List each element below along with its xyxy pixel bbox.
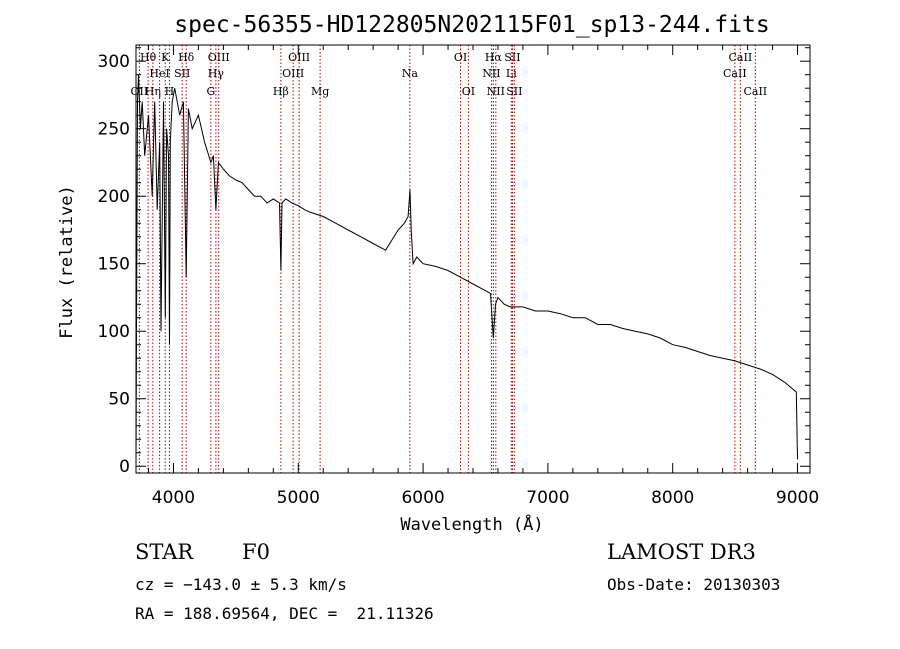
line-label: G <box>206 85 215 98</box>
line-label: SII <box>506 85 522 98</box>
spectrum-series-line <box>135 74 798 467</box>
x-tick-label: 7000 <box>526 488 569 508</box>
line-label: NII <box>487 85 505 98</box>
x-tick-label: 4000 <box>152 488 195 508</box>
line-label: H <box>165 85 175 98</box>
observation-date: Obs-Date: 20130303 <box>607 575 781 594</box>
y-tick-label: 100 <box>98 322 130 342</box>
line-label: OIII <box>288 51 310 64</box>
x-axis-label: Wavelength (Å) <box>400 513 543 535</box>
line-label: OIII <box>208 51 230 64</box>
object-subclass: F0 <box>242 540 270 564</box>
y-tick-label: 250 <box>98 120 130 140</box>
line-label: Li <box>506 67 517 80</box>
x-tick-label: 9000 <box>776 488 819 508</box>
chart-title: spec-56355-HD122805N202115F01_sp13-244.f… <box>174 12 769 38</box>
y-tick-label: 200 <box>98 187 130 207</box>
line-label: OI <box>462 85 475 98</box>
line-label: K <box>161 51 170 64</box>
redshift-velocity: cz = −143.0 ± 5.3 km/s <box>135 575 347 594</box>
line-label: NII <box>482 67 500 80</box>
line-label: Na <box>402 67 419 80</box>
x-tick-label: 6000 <box>401 488 444 508</box>
line-label: HeI <box>149 67 169 80</box>
spectrum-chart: spec-56355-HD122805N202115F01_sp13-244.f… <box>57 12 819 535</box>
line-label: OIII <box>282 67 304 80</box>
line-label: Hδ <box>178 51 195 64</box>
x-tick-label: 8000 <box>651 488 694 508</box>
y-axis-label: Flux (relative) <box>57 185 77 339</box>
line-label: Hα <box>485 51 503 64</box>
line-label: OI <box>454 51 467 64</box>
object-class: STAR <box>135 540 194 564</box>
line-label: Hγ <box>208 67 225 80</box>
line-label: Hη <box>145 85 161 98</box>
line-label: CaII <box>729 51 753 64</box>
survey-name: LAMOST DR3 <box>607 540 756 564</box>
y-tick-label: 300 <box>98 52 130 72</box>
line-label: CaII <box>723 67 747 80</box>
y-tick-label: 50 <box>108 390 130 410</box>
line-label: Hβ <box>273 85 289 98</box>
line-label: Mg <box>311 85 329 98</box>
line-label: SII <box>174 67 190 80</box>
line-label: CaII <box>743 85 767 98</box>
y-tick-label: 150 <box>98 255 130 275</box>
plot-frame <box>135 44 811 474</box>
coordinates: RA = 188.69564, DEC = 21.11326 <box>135 604 434 623</box>
line-label: SII <box>504 51 520 64</box>
y-tick-label: 0 <box>119 457 130 477</box>
line-label: Hθ <box>140 51 157 64</box>
x-tick-label: 5000 <box>277 488 320 508</box>
